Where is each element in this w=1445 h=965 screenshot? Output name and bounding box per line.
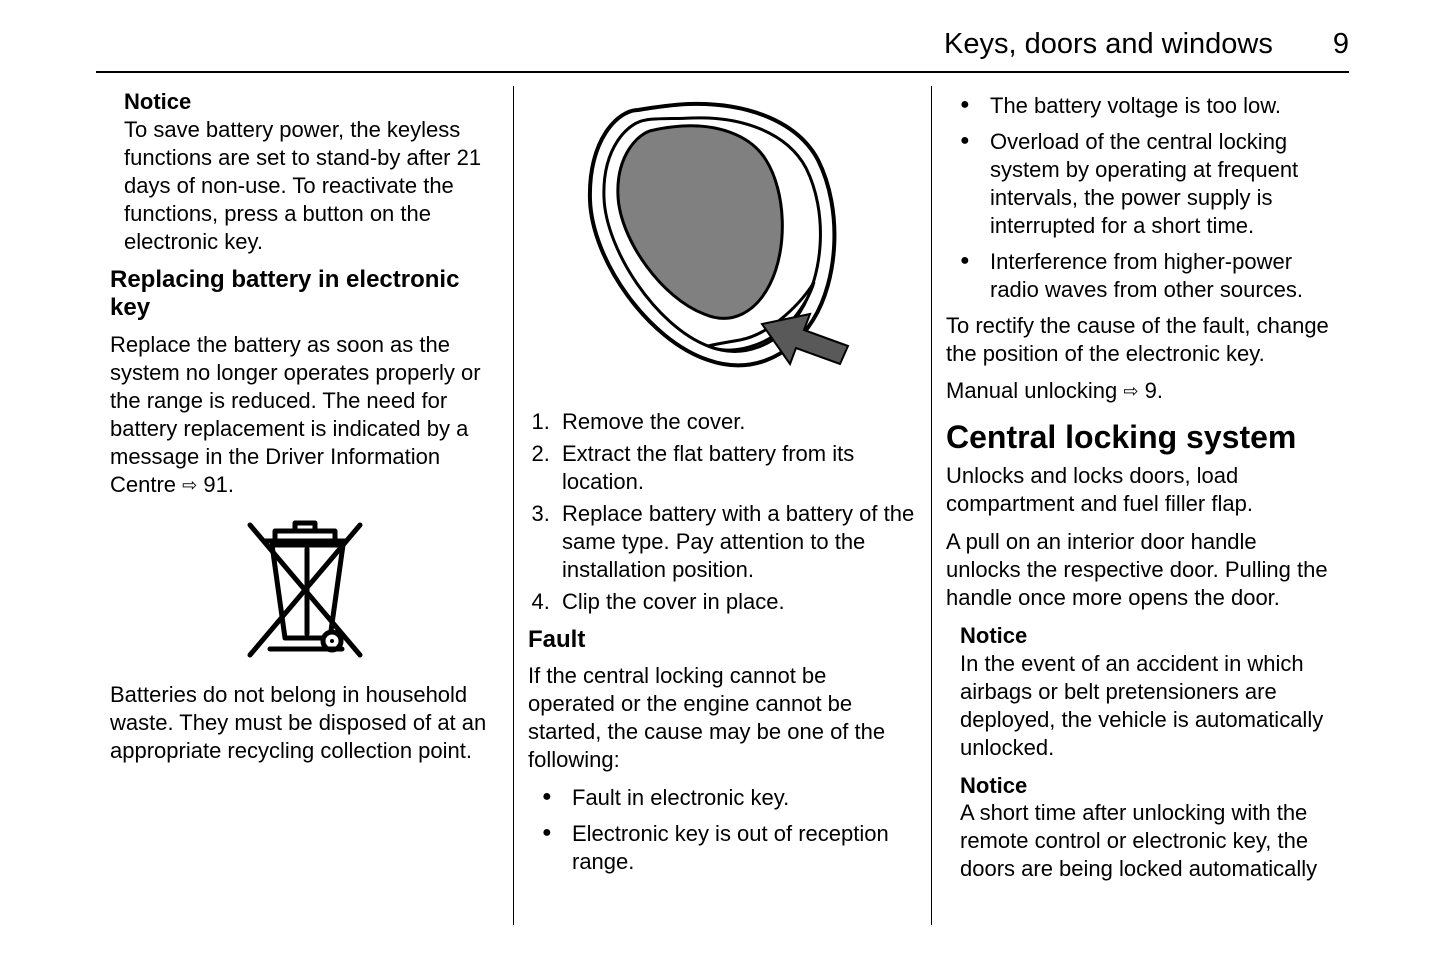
list-item: Extract the flat battery from its locati…	[556, 440, 917, 496]
list-item: Fault in electronic key.	[528, 784, 917, 812]
page-number: 9	[1333, 28, 1349, 61]
notice-text: A short time after unlocking with the re…	[960, 799, 1335, 883]
heading-central-locking: Central locking system	[946, 419, 1335, 456]
notice-label: Notice	[960, 772, 1335, 800]
paragraph-fault-rectify: To rectify the cause of the fault, chang…	[946, 312, 1335, 368]
column-1: Notice To save battery power, the keyles…	[96, 86, 513, 925]
text: Replace the battery as soon as the syste…	[110, 332, 481, 497]
notice-block: Notice In the event of an accident in wh…	[946, 622, 1335, 762]
column-3: The battery voltage is too low. Overload…	[931, 86, 1349, 925]
recycle-bin-icon	[230, 513, 380, 663]
paragraph-recycle: Batteries do not belong in household was…	[110, 681, 499, 765]
notice-block: Notice A short time after unlocking with…	[946, 772, 1335, 884]
list-item: Overload of the central locking system b…	[946, 128, 1335, 240]
heading-replace-battery: Replacing battery in electronic key	[110, 266, 499, 324]
page-header: Keys, doors and windows 9	[96, 28, 1349, 73]
key-fob-icon	[558, 90, 888, 390]
column-2: Remove the cover. Extract the flat batte…	[513, 86, 931, 925]
notice-block: Notice To save battery power, the keyles…	[110, 88, 499, 256]
notice-text: To save battery power, the keyless funct…	[124, 116, 499, 256]
xref-icon: ⇨	[182, 474, 197, 497]
list-item: Electronic key is out of reception range…	[528, 820, 917, 876]
paragraph-replace-intro: Replace the battery as soon as the syste…	[110, 331, 499, 499]
paragraph-cls-1: Unlocks and locks doors, load compartmen…	[946, 462, 1335, 518]
paragraph-cls-2: A pull on an interior door handle unlock…	[946, 528, 1335, 612]
notice-label: Notice	[124, 88, 499, 116]
paragraph-manual-unlock: Manual unlocking ⇨ 9.	[946, 377, 1335, 405]
list-item: Replace battery with a battery of the sa…	[556, 500, 917, 584]
xref-page: 91	[203, 472, 227, 497]
list-item: The battery voltage is too low.	[946, 92, 1335, 120]
paragraph-fault-intro: If the central locking cannot be operate…	[528, 662, 917, 774]
fault-bullets: Fault in electronic key. Electronic key …	[528, 784, 917, 876]
fault-bullets-cont: The battery voltage is too low. Overload…	[946, 92, 1335, 304]
chapter-title: Keys, doors and windows	[944, 28, 1273, 61]
list-item: Clip the cover in place.	[556, 588, 917, 616]
figure-recycle-bin	[110, 513, 499, 663]
xref-icon: ⇨	[1123, 380, 1138, 403]
list-item: Remove the cover.	[556, 408, 917, 436]
figure-key-fob	[528, 90, 917, 390]
xref-page: 9	[1145, 378, 1157, 403]
text: Manual unlocking	[946, 378, 1123, 403]
notice-label: Notice	[960, 622, 1335, 650]
steps-list: Remove the cover. Extract the flat batte…	[528, 408, 917, 616]
list-item: Interference from higher-power radio wav…	[946, 248, 1335, 304]
content-columns: Notice To save battery power, the keyles…	[96, 86, 1349, 925]
notice-text: In the event of an accident in which air…	[960, 650, 1335, 762]
heading-fault: Fault	[528, 626, 917, 655]
